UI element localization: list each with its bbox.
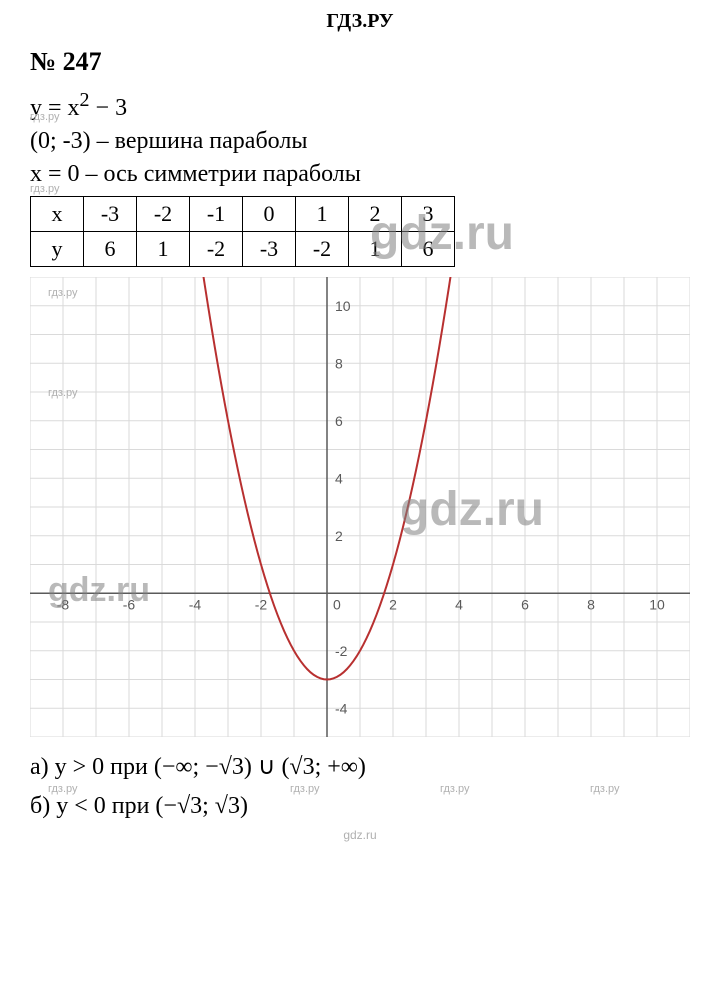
- answer-a-text: а) y > 0 при (−∞; −√3) ∪ (√3; +∞): [30, 754, 366, 780]
- vertex-line: (0; -3) – вершина параболы: [30, 128, 690, 155]
- table-cell: 3: [402, 197, 455, 232]
- svg-text:-4: -4: [335, 700, 348, 716]
- footer-watermark: gdz.ru: [30, 828, 690, 842]
- svg-text:10: 10: [649, 596, 665, 612]
- table-cell: -3: [84, 197, 137, 232]
- table-cell: -3: [243, 232, 296, 267]
- svg-text:-4: -4: [189, 596, 202, 612]
- table-cell: 1: [349, 232, 402, 267]
- answer-a: а) y > 0 при (−∞; −√3) ∪ (√3; +∞): [30, 752, 690, 781]
- svg-text:-2: -2: [335, 643, 348, 659]
- watermark-small: гдз.ру: [48, 287, 78, 299]
- table-cell: x: [31, 197, 84, 232]
- problem-number: № 247: [30, 47, 690, 77]
- parabola-chart: -8 -6 -4 -2 0 2 4 6 8 10 -4 -2 2 4 6 8 10: [30, 277, 690, 737]
- svg-text:4: 4: [335, 470, 343, 486]
- svg-text:10: 10: [335, 298, 351, 314]
- table-cell: -2: [137, 197, 190, 232]
- svg-text:4: 4: [455, 596, 463, 612]
- svg-text:6: 6: [335, 413, 343, 429]
- table-cell: 1: [296, 197, 349, 232]
- table-cell: 6: [84, 232, 137, 267]
- svg-text:2: 2: [389, 596, 397, 612]
- watermark-small: гдз.ру: [30, 111, 60, 123]
- svg-text:-6: -6: [123, 596, 136, 612]
- svg-text:-2: -2: [255, 596, 268, 612]
- table-row: y61-2-3-216: [31, 232, 455, 267]
- watermark-small: гдз.ру: [48, 387, 78, 399]
- table-row: x-3-2-10123: [31, 197, 455, 232]
- svg-text:2: 2: [335, 528, 343, 544]
- axis-text: x = 0 – ось симметрии параболы: [30, 161, 361, 187]
- equation-line: y = x2 − 3 гдз.ру: [30, 89, 690, 122]
- answer-b-text: б) y < 0 при (−√3; √3): [30, 793, 248, 819]
- svg-text:-8: -8: [57, 596, 70, 612]
- svg-text:8: 8: [587, 596, 595, 612]
- table-cell: y: [31, 232, 84, 267]
- table-cell: -2: [190, 232, 243, 267]
- table-cell: 1: [137, 232, 190, 267]
- svg-text:0: 0: [333, 596, 341, 612]
- table-cell: 0: [243, 197, 296, 232]
- svg-text:6: 6: [521, 596, 529, 612]
- axis-line: x = 0 – ось симметрии параболы гдз.ру: [30, 161, 690, 188]
- values-table: x-3-2-10123y61-2-3-216: [30, 196, 455, 267]
- svg-text:8: 8: [335, 355, 343, 371]
- table-cell: 2: [349, 197, 402, 232]
- chart-container: -8-6-4-20246810-4-2246810 гдз.ру гдз.ру …: [30, 277, 690, 742]
- table-cell: 6: [402, 232, 455, 267]
- table-cell: -2: [296, 232, 349, 267]
- watermark-small: гдз.ру: [30, 183, 60, 195]
- site-header: ГДЗ.РУ: [30, 10, 690, 33]
- table-cell: -1: [190, 197, 243, 232]
- answer-b: б) y < 0 при (−√3; √3): [30, 793, 690, 820]
